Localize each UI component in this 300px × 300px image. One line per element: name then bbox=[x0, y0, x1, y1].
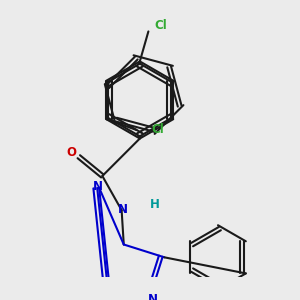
Text: Cl: Cl bbox=[155, 19, 168, 32]
Text: Cl: Cl bbox=[152, 123, 164, 136]
Text: H: H bbox=[150, 198, 160, 212]
Text: N: N bbox=[118, 203, 128, 216]
Text: N: N bbox=[148, 292, 158, 300]
Text: N: N bbox=[93, 180, 103, 193]
Text: O: O bbox=[66, 146, 76, 159]
